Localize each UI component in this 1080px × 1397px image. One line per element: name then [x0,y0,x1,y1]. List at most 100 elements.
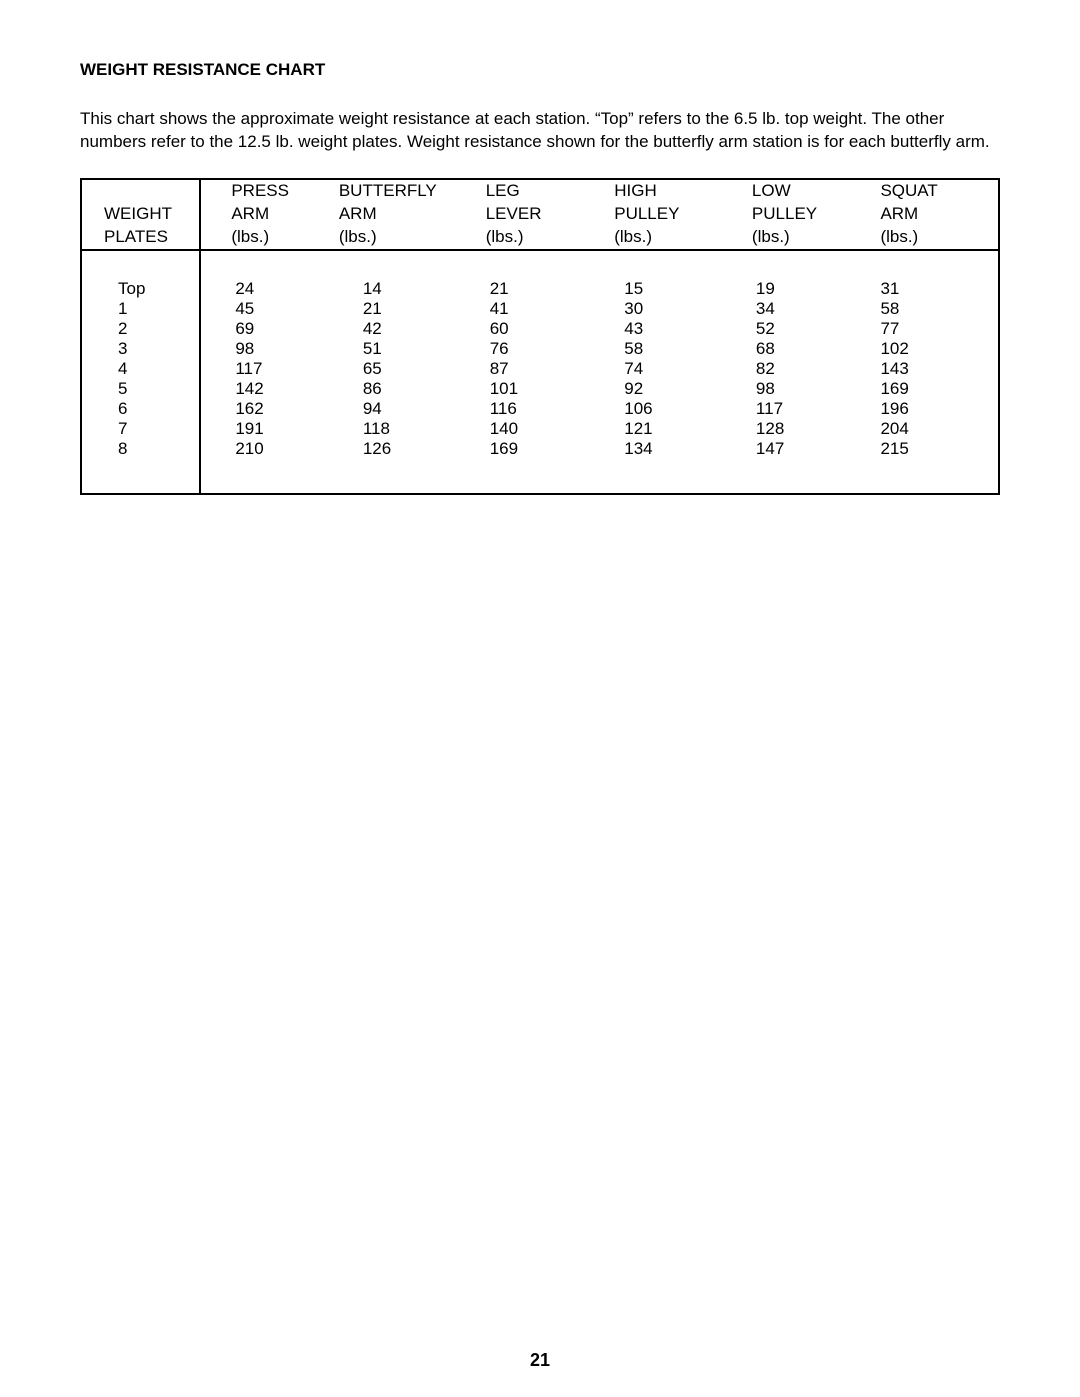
table-row: 1 45 21 41 30 34 58 [81,299,999,319]
cell-weight-plates: 8 [81,439,200,494]
col-header-weight-plates: WEIGHT PLATES [81,179,200,250]
col-header-press-arm: PRESS ARM (lbs.) [200,179,329,250]
cell-squat-arm: 215 [870,439,999,494]
col-header-line: PRESS [231,181,289,200]
table-row: 2 69 42 60 43 52 77 [81,319,999,339]
cell-leg-lever: 116 [476,399,605,419]
table-header-row: WEIGHT PLATES PRESS ARM (lbs.) BUTTERFLY… [81,179,999,250]
cell-weight-plates: 2 [81,319,200,339]
col-header-line: HIGH [614,181,657,200]
cell-press-arm: 45 [200,299,329,319]
col-header-line: ARM [880,204,918,223]
col-header-line: (lbs.) [231,227,269,246]
cell-butterfly-arm: 126 [329,439,476,494]
col-header-butterfly-arm: BUTTERFLY ARM (lbs.) [329,179,476,250]
cell-high-pulley: 74 [604,359,742,379]
table-row: 6 162 94 116 106 117 196 [81,399,999,419]
cell-low-pulley: 98 [742,379,871,399]
cell-squat-arm: 169 [870,379,999,399]
cell-butterfly-arm: 21 [329,299,476,319]
document-page: WEIGHT RESISTANCE CHART This chart shows… [0,0,1080,1397]
cell-low-pulley: 82 [742,359,871,379]
cell-low-pulley: 147 [742,439,871,494]
cell-squat-arm: 77 [870,319,999,339]
cell-squat-arm: 196 [870,399,999,419]
cell-low-pulley: 117 [742,399,871,419]
cell-low-pulley: 52 [742,319,871,339]
cell-butterfly-arm: 42 [329,319,476,339]
cell-leg-lever: 76 [476,339,605,359]
cell-leg-lever: 41 [476,299,605,319]
col-header-squat-arm: SQUAT ARM (lbs.) [870,179,999,250]
cell-squat-arm: 102 [870,339,999,359]
cell-leg-lever: 140 [476,419,605,439]
cell-weight-plates: 6 [81,399,200,419]
cell-butterfly-arm: 86 [329,379,476,399]
cell-high-pulley: 92 [604,379,742,399]
table-row: Top 24 14 21 15 19 31 [81,250,999,299]
cell-press-arm: 24 [200,250,329,299]
cell-high-pulley: 106 [604,399,742,419]
col-header-leg-lever: LEG LEVER (lbs.) [476,179,605,250]
cell-squat-arm: 31 [870,250,999,299]
col-header-line: (lbs.) [614,227,652,246]
cell-low-pulley: 68 [742,339,871,359]
cell-press-arm: 210 [200,439,329,494]
cell-weight-plates: 5 [81,379,200,399]
table-row: 5 142 86 101 92 98 169 [81,379,999,399]
cell-weight-plates: Top [81,250,200,299]
col-header-line: LEG [486,181,520,200]
cell-high-pulley: 121 [604,419,742,439]
cell-butterfly-arm: 14 [329,250,476,299]
cell-press-arm: 142 [200,379,329,399]
table-body: Top 24 14 21 15 19 31 1 45 21 41 30 34 5… [81,250,999,494]
cell-press-arm: 191 [200,419,329,439]
cell-high-pulley: 30 [604,299,742,319]
cell-butterfly-arm: 118 [329,419,476,439]
col-header-line: PULLEY [752,204,817,223]
col-header-line: (lbs.) [486,227,524,246]
col-header-line: (lbs.) [339,227,377,246]
cell-weight-plates: 7 [81,419,200,439]
cell-weight-plates: 3 [81,339,200,359]
cell-low-pulley: 19 [742,250,871,299]
col-header-line: LOW [752,181,791,200]
cell-low-pulley: 128 [742,419,871,439]
cell-weight-plates: 1 [81,299,200,319]
cell-leg-lever: 21 [476,250,605,299]
col-header-line: LEVER [486,204,542,223]
col-header-line: SQUAT [880,181,937,200]
cell-press-arm: 98 [200,339,329,359]
cell-low-pulley: 34 [742,299,871,319]
col-header-line: PLATES [104,227,168,246]
cell-squat-arm: 58 [870,299,999,319]
col-header-high-pulley: HIGH PULLEY (lbs.) [604,179,742,250]
cell-weight-plates: 4 [81,359,200,379]
col-header-line: (lbs.) [880,227,918,246]
cell-butterfly-arm: 94 [329,399,476,419]
weight-resistance-table: WEIGHT PLATES PRESS ARM (lbs.) BUTTERFLY… [80,178,1000,495]
col-header-line: ARM [231,204,269,223]
cell-press-arm: 117 [200,359,329,379]
cell-high-pulley: 43 [604,319,742,339]
page-number: 21 [0,1350,1080,1371]
cell-squat-arm: 204 [870,419,999,439]
section-title: WEIGHT RESISTANCE CHART [80,60,1000,80]
col-header-line: (lbs.) [752,227,790,246]
cell-squat-arm: 143 [870,359,999,379]
cell-press-arm: 162 [200,399,329,419]
cell-butterfly-arm: 51 [329,339,476,359]
cell-leg-lever: 169 [476,439,605,494]
table-row: 3 98 51 76 58 68 102 [81,339,999,359]
cell-leg-lever: 60 [476,319,605,339]
cell-high-pulley: 58 [604,339,742,359]
col-header-line: ARM [339,204,377,223]
cell-butterfly-arm: 65 [329,359,476,379]
col-header-line: BUTTERFLY [339,181,437,200]
table-row: 4 117 65 87 74 82 143 [81,359,999,379]
cell-press-arm: 69 [200,319,329,339]
cell-high-pulley: 134 [604,439,742,494]
cell-leg-lever: 87 [476,359,605,379]
table-row: 7 191 118 140 121 128 204 [81,419,999,439]
col-header-low-pulley: LOW PULLEY (lbs.) [742,179,871,250]
